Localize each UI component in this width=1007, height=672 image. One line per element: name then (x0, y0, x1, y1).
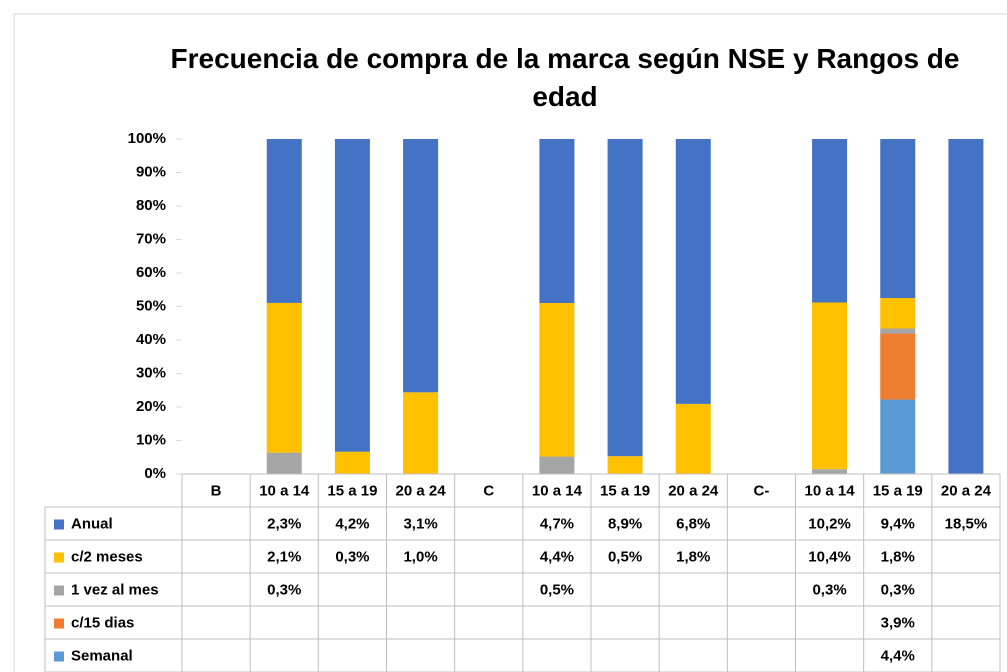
data-label: 0,3% (267, 581, 301, 598)
bar-segment (812, 469, 848, 474)
y-tick-label: 20% (136, 398, 166, 415)
x-tick-label: 10 a 14 (259, 482, 310, 499)
y-tick-label: 50% (136, 297, 166, 314)
bar-segment (539, 456, 575, 474)
data-label: 2,3% (267, 515, 301, 532)
bar-segment (880, 328, 916, 334)
data-label: 18,5% (945, 515, 988, 532)
data-label: 0,5% (608, 548, 642, 565)
bar-segment (880, 139, 916, 299)
bar-segment (675, 403, 711, 474)
y-tick-label: 70% (136, 230, 166, 247)
bar-segment (334, 139, 370, 452)
x-tick-label: C- (754, 482, 770, 499)
legend-label: Semanal (71, 647, 133, 664)
legend-label: c/15 dias (71, 614, 134, 631)
data-label: 1,0% (403, 548, 437, 565)
data-label: 3,1% (403, 515, 437, 532)
y-tick-label: 30% (136, 364, 166, 381)
x-tick-label: 10 a 14 (805, 482, 856, 499)
data-label: 0,3% (335, 548, 369, 565)
x-tick-label: C (483, 482, 494, 499)
data-label: 0,5% (540, 581, 574, 598)
data-label: 4,4% (540, 548, 574, 565)
x-tick-label: B (211, 482, 222, 499)
y-tick-label: 90% (136, 163, 166, 180)
y-tick-label: 100% (128, 130, 166, 147)
bar-segment (403, 392, 439, 474)
x-tick-label: 15 a 19 (327, 482, 377, 499)
bar-segment (266, 452, 302, 474)
y-tick-label: 0% (144, 465, 166, 482)
x-tick-label: 20 a 24 (396, 482, 447, 499)
bar-segment (403, 139, 439, 393)
legend-key (54, 618, 64, 629)
data-label: 9,4% (881, 515, 915, 532)
data-label: 0,3% (812, 581, 846, 598)
data-label: 3,9% (881, 614, 915, 631)
data-label: 4,4% (881, 647, 915, 664)
y-tick-label: 10% (136, 431, 166, 448)
x-tick-label: 10 a 14 (532, 482, 583, 499)
legend-label: Anual (71, 515, 113, 532)
bar-segment (812, 302, 848, 470)
data-label: 4,7% (540, 515, 574, 532)
data-label: 2,1% (267, 548, 301, 565)
y-tick-label: 40% (136, 331, 166, 348)
bar-segment (948, 139, 984, 474)
y-tick-label: 80% (136, 197, 166, 214)
bar-segment (880, 399, 916, 474)
data-label: 1,8% (881, 548, 915, 565)
data-label: 1,8% (676, 548, 710, 565)
bar-segment (675, 139, 711, 404)
bar-segment (607, 456, 643, 474)
data-label: 4,2% (335, 515, 369, 532)
y-tick-label: 60% (136, 264, 166, 281)
x-tick-label: 20 a 24 (668, 482, 719, 499)
bar-segment (880, 298, 916, 329)
x-tick-label: 15 a 19 (600, 482, 650, 499)
bar-segment (607, 139, 643, 457)
bar-segment (334, 451, 370, 474)
bar-segment (880, 333, 916, 400)
data-label: 0,3% (881, 581, 915, 598)
legend-label: c/2 meses (71, 548, 143, 565)
legend-key (54, 519, 64, 530)
chart-title: Frecuencia de compra de la marca según N… (170, 43, 960, 112)
data-label: 10,2% (808, 515, 851, 532)
bar-segment (266, 302, 302, 453)
bar-segment (266, 139, 302, 303)
x-tick-label: 15 a 19 (873, 482, 923, 499)
legend-label: 1 vez al mes (71, 581, 159, 598)
bar-segment (812, 139, 848, 303)
bar-segment (539, 303, 575, 457)
data-label: 8,9% (608, 515, 642, 532)
legend-key (54, 552, 64, 563)
chart-border (13, 13, 1007, 672)
legend-key (54, 651, 64, 662)
bar-segment (539, 139, 575, 304)
data-label: 10,4% (808, 548, 851, 565)
data-label: 6,8% (676, 515, 710, 532)
x-tick-label: 20 a 24 (941, 482, 992, 499)
legend-key (54, 585, 64, 596)
